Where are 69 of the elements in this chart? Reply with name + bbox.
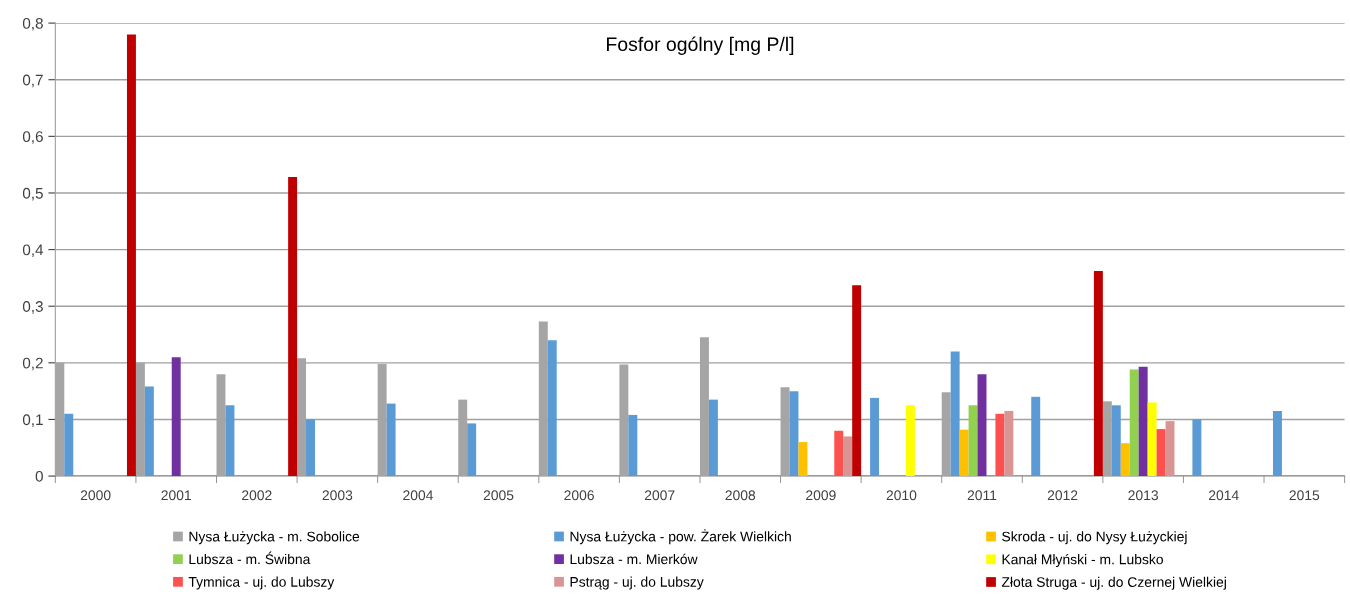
x-tick-label: 2015 <box>1289 490 1320 501</box>
bar <box>905 405 915 477</box>
bar <box>1004 410 1014 477</box>
y-tick-label: 0 <box>35 470 43 482</box>
bar <box>1120 443 1130 477</box>
y-tick-label: 0,7 <box>22 74 43 88</box>
text: Fosfor ogólny [mg P/l] <box>607 36 794 55</box>
bar <box>1111 405 1121 477</box>
bar <box>467 423 477 477</box>
y-tick-label: 0,4 <box>22 244 44 258</box>
legend-label: Tymnica - uj. do Lubszy <box>188 576 335 590</box>
x-tick-label: 2014 <box>1208 490 1239 501</box>
bar <box>306 419 315 477</box>
x-tick-label: 2004 <box>403 490 433 501</box>
x-tick-label: 2001 <box>161 490 191 501</box>
bar <box>1031 396 1041 477</box>
legend-label: Nysa Łużycka - m. Sobolice <box>189 531 360 545</box>
bar <box>288 177 298 477</box>
bar <box>995 413 1005 477</box>
x-tick-label: 2002 <box>242 490 272 501</box>
y-tick-label: 0,6 <box>22 131 43 144</box>
bar <box>1093 271 1103 477</box>
bar <box>834 430 844 477</box>
bar <box>968 405 978 477</box>
y-tick-label: 0,2 <box>22 357 43 371</box>
bar <box>950 351 960 477</box>
x-tick-label: 2008 <box>725 490 756 501</box>
bar <box>1156 429 1166 477</box>
x-tick-label: 2009 <box>806 490 836 501</box>
x-tick-label: 2011 <box>967 490 997 501</box>
x-tick-label: 2010 <box>886 490 917 501</box>
legend-label: Kanał Młyński - m. Lubsko <box>1002 553 1163 568</box>
bar <box>870 397 880 477</box>
bar <box>1192 419 1202 477</box>
bar <box>1102 401 1112 477</box>
x-tick-label: 2006 <box>564 490 594 501</box>
bar <box>1138 366 1148 477</box>
x-tick-label: 2005 <box>483 490 514 501</box>
y-tick-label: 0,3 <box>22 301 43 314</box>
legend-label: Złota Struga - uj. do Czernej Wielkiej <box>1001 576 1226 590</box>
legend-label: Nysa Łużycka - pow. Żarek Wielkich <box>570 529 791 545</box>
bar <box>628 414 638 477</box>
bar <box>1147 402 1157 477</box>
bar <box>843 436 853 477</box>
x-tick-label: 2012 <box>1047 490 1078 501</box>
x-tick-label: 2003 <box>322 490 353 501</box>
legend-label: Lubsza - m. Świbna <box>189 551 311 565</box>
bar <box>144 386 154 477</box>
legend-label: Skroda - uj. do Nysy Łużyckiej <box>1002 531 1187 545</box>
bar <box>225 405 235 477</box>
bar <box>547 340 557 477</box>
bar <box>798 442 808 477</box>
x-tick-label: 2000 <box>80 490 111 501</box>
bar <box>171 357 181 477</box>
y-tick-label: 0,1 <box>22 414 43 427</box>
x-tick-label: 2013 <box>1128 490 1158 501</box>
bar <box>959 429 969 477</box>
bar <box>126 34 136 477</box>
x-tick-label: 2007 <box>644 490 675 501</box>
bar <box>852 285 862 477</box>
legend-label: Lubsza - m. Mierków <box>570 553 698 565</box>
bar <box>386 403 396 477</box>
bar <box>64 413 74 477</box>
y-tick-label: 0,5 <box>22 187 43 201</box>
bar <box>1129 369 1139 477</box>
bar <box>1272 410 1282 477</box>
bar <box>708 399 718 477</box>
y-tick-label: 0,8 <box>22 17 43 31</box>
legend-label: Pstrąg - uj. do Lubszy <box>570 576 704 590</box>
